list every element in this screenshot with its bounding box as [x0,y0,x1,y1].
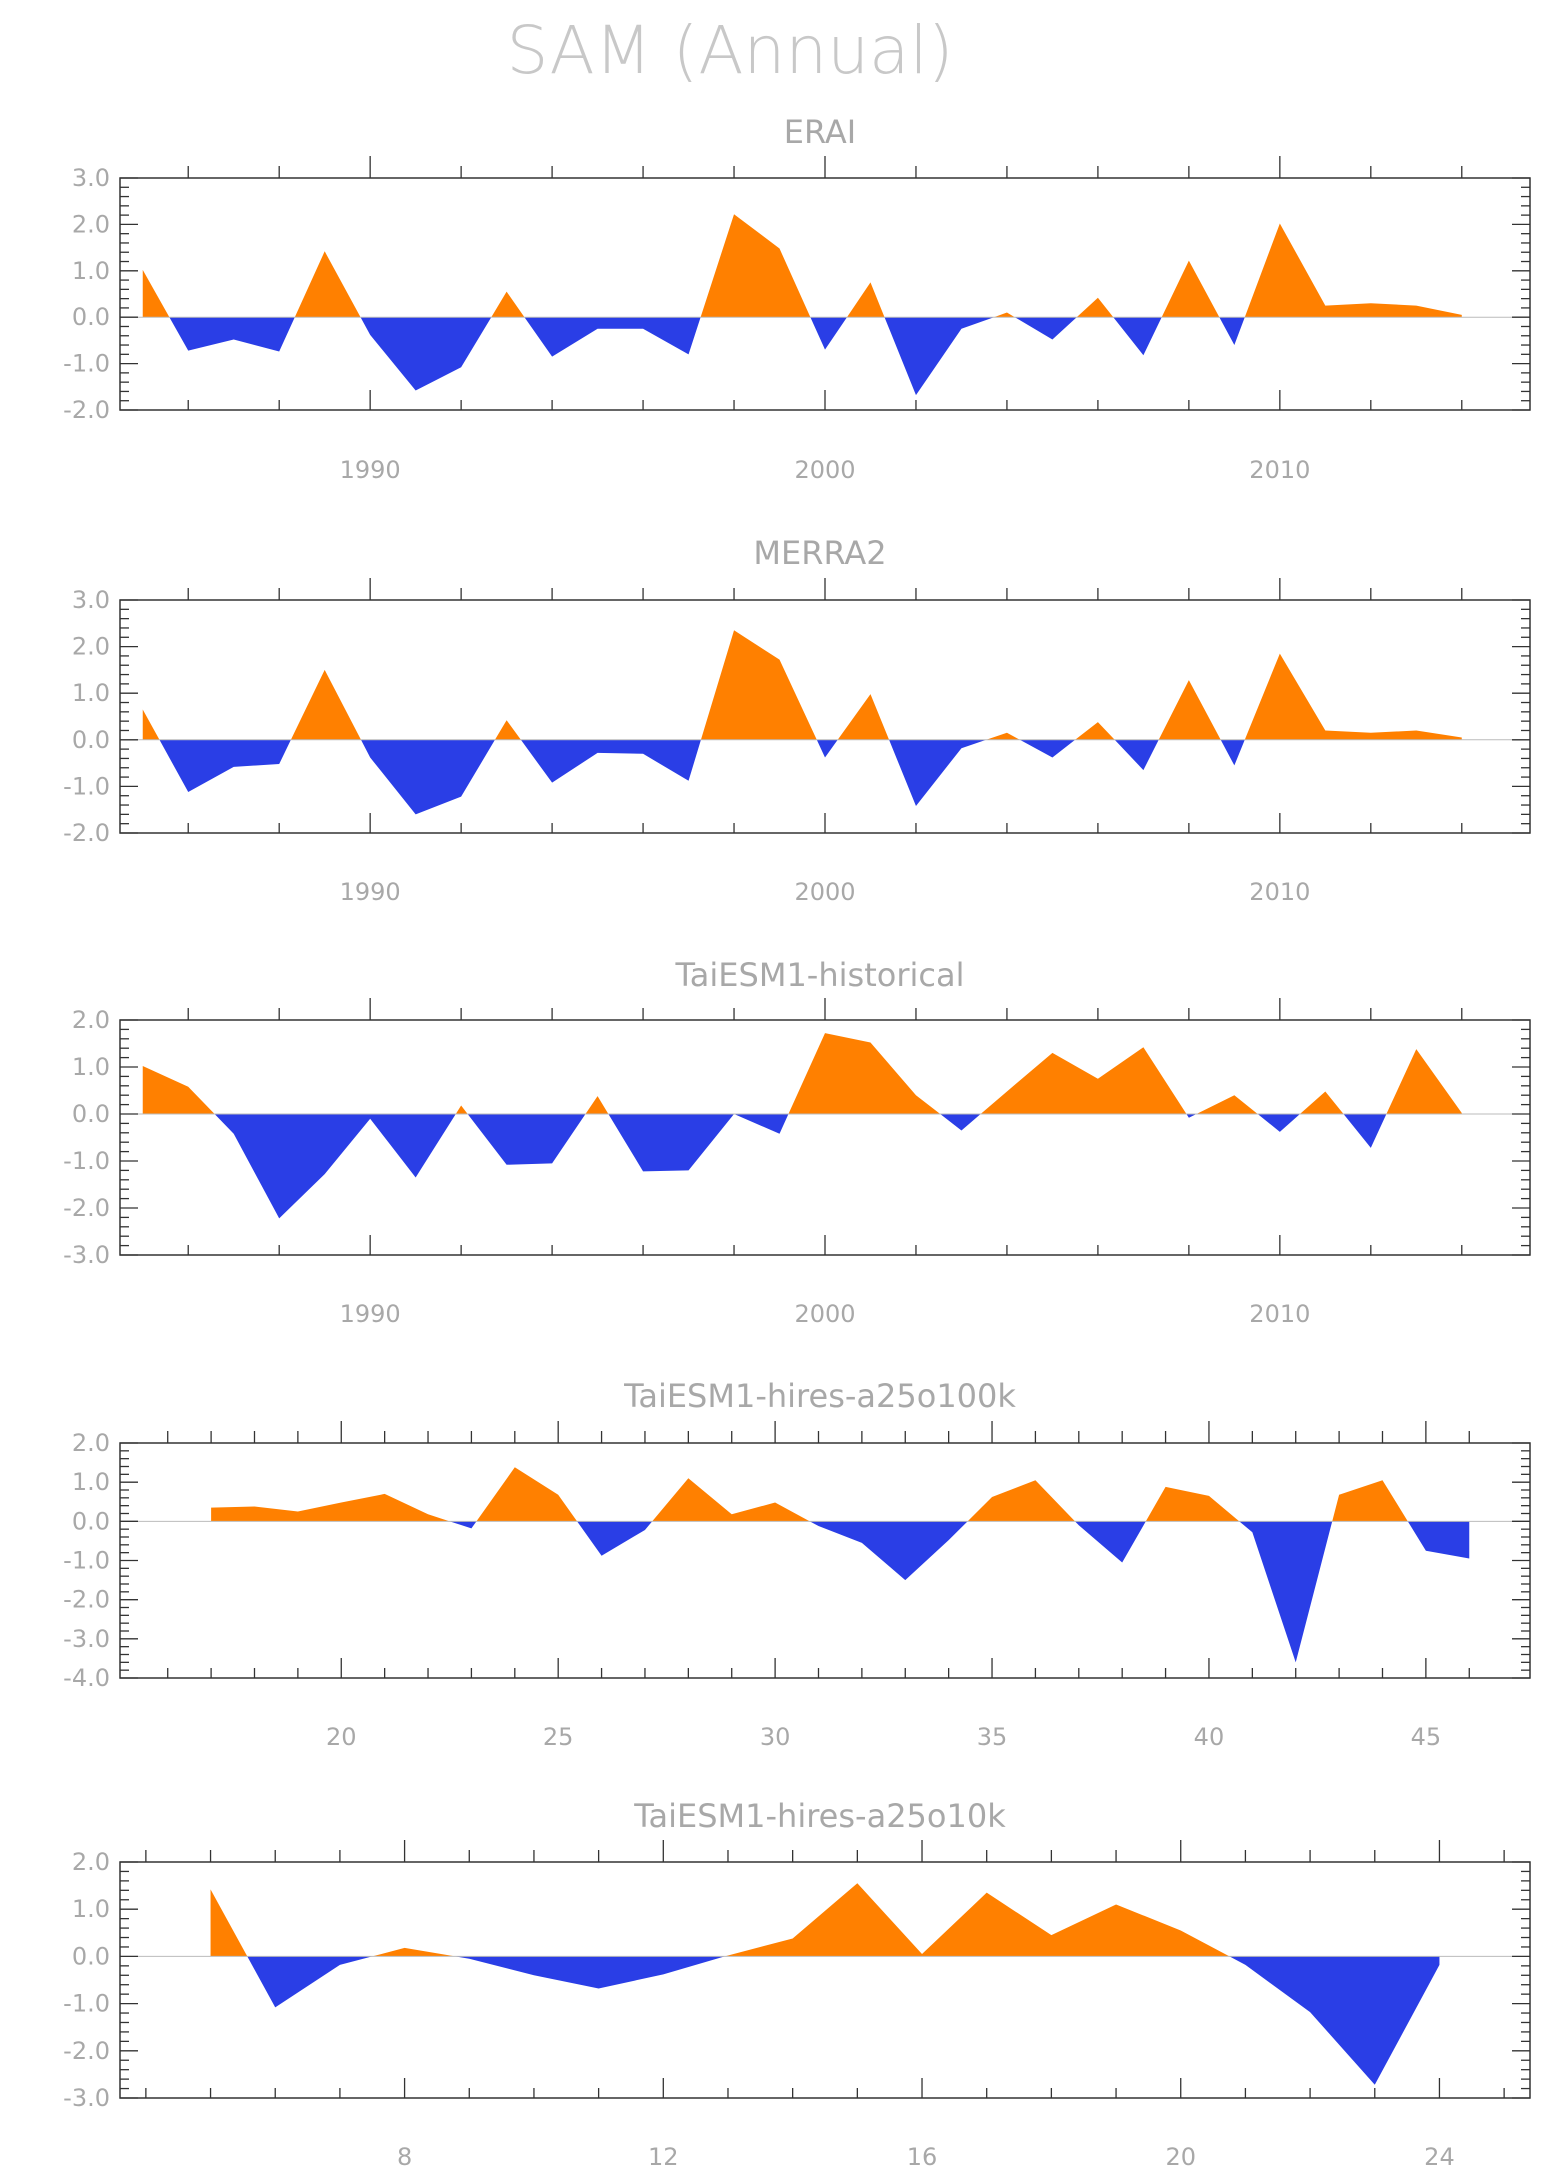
x-tick-label: 30 [760,1723,791,1751]
y-tick-label: 0.0 [72,1942,110,1970]
y-tick-label: -1.0 [63,772,110,800]
y-tick-label: -2.0 [63,819,110,847]
y-tick-label: -1.0 [63,1147,110,1175]
negative-area [142,739,1462,815]
x-tick-label: 2010 [1249,456,1310,484]
x-tick-label: 25 [543,1723,574,1751]
y-tick-label: -3.0 [63,2084,110,2112]
y-tick-label: -3.0 [63,1625,110,1653]
y-tick-label: -3.0 [63,1241,110,1269]
figure-title: SAM (Annual) [506,12,953,89]
panel-5: TaiESM1-hires-a25o10k 2.0 1.0 0.0 -1.0 -2.0 -3… [63,1797,1531,2171]
y-tick-label: -2.0 [63,2037,110,2065]
y-tick-label: 0.0 [72,1100,110,1128]
panel-title: MERRA2 [753,534,886,572]
x-tick-label: 1990 [340,1300,401,1328]
negative-area [211,1521,1470,1663]
x-tick-label: 2010 [1249,878,1310,906]
x-tick-label: 2000 [794,878,855,906]
x-tick-label: 45 [1411,1723,1442,1751]
panel-4: TaiESM1-hires-a25o100k 2.0 1.0 0.0 -1.0 -2.0 -… [63,1377,1531,1751]
x-tick-label: 1990 [340,878,401,906]
x-tick-label: 35 [977,1723,1008,1751]
x-tick-label: 20 [1165,2143,1196,2171]
y-tick-label: 2.0 [72,633,110,661]
y-tick-label: -2.0 [63,396,110,424]
y-tick-label: 1.0 [72,1895,110,1923]
y-tick-label: -2.0 [63,1194,110,1222]
y-tick-label: 0.0 [72,726,110,754]
negative-area [142,1114,1462,1219]
positive-area [142,1033,1462,1114]
x-tick-label: 20 [326,1723,357,1751]
y-tick-label: 0.0 [72,303,110,331]
y-tick-label: 2.0 [72,1006,110,1034]
x-tick-label: 8 [397,2143,412,2171]
x-tick-label: 2010 [1249,1300,1310,1328]
y-tick-label: -4.0 [63,1664,110,1692]
panel-2: MERRA2 3.0 2.0 1.0 0.0 -1.0 -2.0 1990 2000 2010 [63,534,1531,906]
negative-area [210,1956,1440,2085]
y-tick-label: 2.0 [72,1429,110,1457]
x-tick-label: 40 [1194,1723,1225,1751]
panel-title: ERAI [784,113,856,151]
y-tick-label: 1.0 [72,679,110,707]
positive-area [211,1467,1470,1522]
positive-area [210,1883,1440,1957]
positive-area [142,214,1462,318]
y-tick-label: -1.0 [63,1990,110,2018]
panel-3: TaiESM1-historical 2.0 1.0 0.0 -1.0 -2.0 -3.0 1… [63,956,1531,1328]
y-tick-label: -1.0 [63,1547,110,1575]
panel-1: ERAI 3.0 2.0 1.0 0.0 -1.0 -2.0 1990 2000 2010 [63,113,1531,484]
y-tick-label: 0.0 [72,1507,110,1535]
plot-frame [119,1861,1531,2099]
y-tick-label: 1.0 [72,1468,110,1496]
y-tick-label: 3.0 [72,164,110,192]
y-tick-label: 1.0 [72,1053,110,1081]
panel-title: TaiESM1-historical [675,956,965,994]
negative-area [142,317,1462,396]
y-tick-label: -1.0 [63,350,110,378]
y-tick-label: 2.0 [72,1848,110,1876]
y-tick-label: 1.0 [72,257,110,285]
y-tick-label: 2.0 [72,210,110,238]
x-tick-label: 1990 [340,456,401,484]
x-tick-label: 16 [907,2143,938,2171]
x-tick-label: 2000 [794,1300,855,1328]
panel-title: TaiESM1-hires-a25o10k [633,1797,1006,1835]
x-tick-label: 12 [648,2143,679,2171]
panel-title: TaiESM1-hires-a25o100k [623,1377,1016,1415]
y-tick-label: 3.0 [72,586,110,614]
positive-area [142,630,1462,740]
x-tick-label: 2000 [794,456,855,484]
y-tick-label: -2.0 [63,1586,110,1614]
x-tick-label: 24 [1424,2143,1455,2171]
